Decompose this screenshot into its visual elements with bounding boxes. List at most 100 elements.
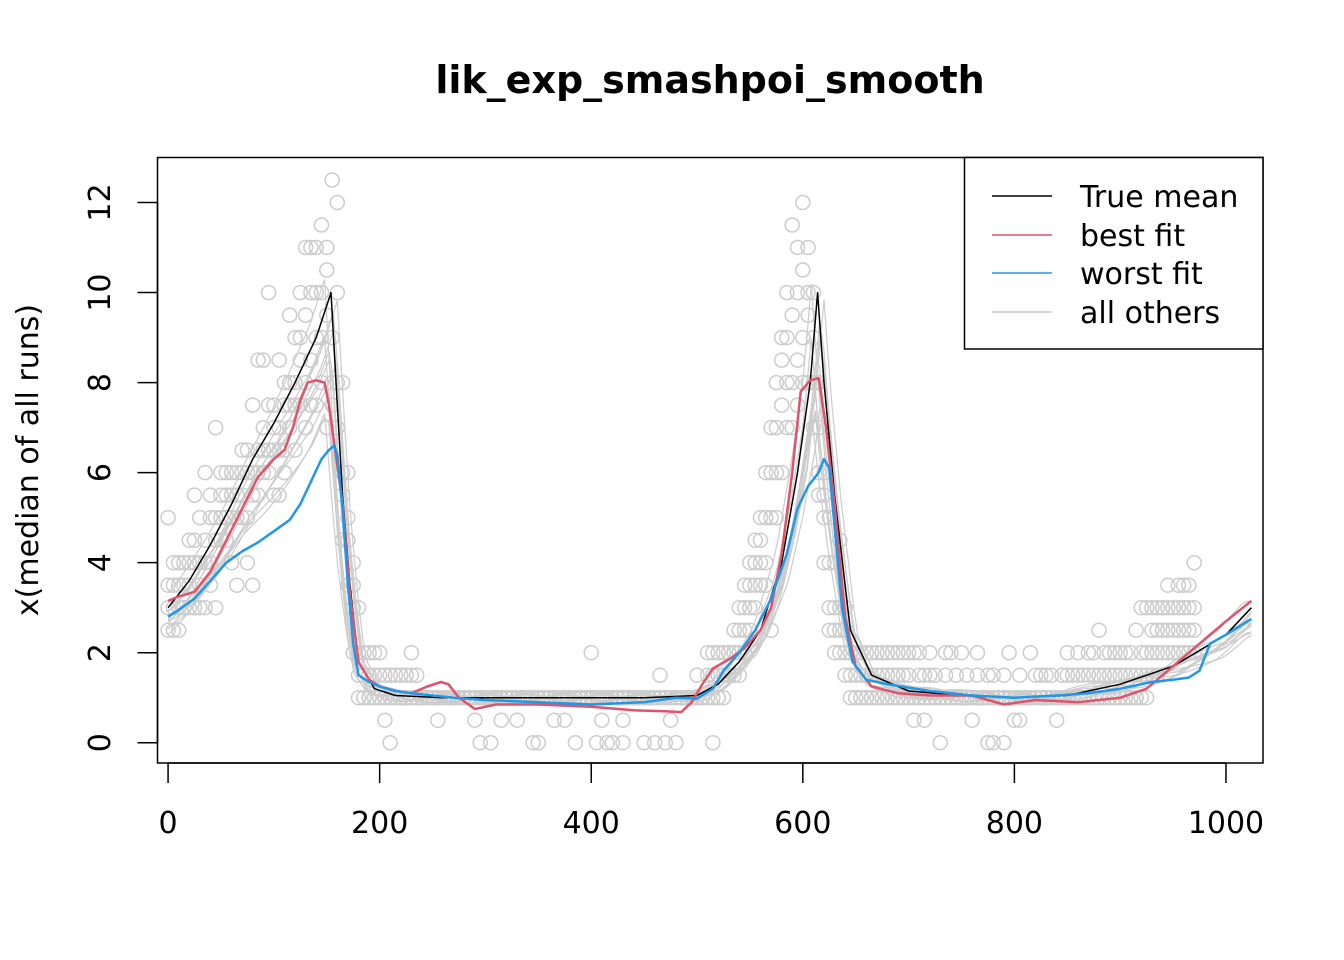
data-point — [985, 734, 1001, 751]
data-point — [869, 644, 885, 661]
data-point — [229, 509, 245, 526]
data-point — [895, 667, 912, 683]
data-point — [662, 712, 679, 728]
y-tick-label: 12 — [83, 183, 118, 221]
data-point — [869, 689, 885, 706]
data-point — [1138, 599, 1155, 616]
data-point — [636, 734, 652, 751]
data-point — [1038, 689, 1054, 706]
data-point — [890, 689, 906, 706]
data-point — [863, 667, 880, 683]
data-point — [795, 262, 811, 278]
data-point — [165, 622, 182, 638]
data-point — [1101, 667, 1118, 683]
y-tick-label: 8 — [83, 373, 118, 392]
data-point — [234, 442, 250, 458]
data-point — [271, 419, 287, 436]
data-point — [398, 667, 414, 683]
data-point — [281, 307, 298, 323]
data-point — [763, 509, 779, 526]
data-point — [1149, 644, 1165, 661]
data-point — [324, 329, 340, 346]
data-point — [768, 374, 785, 391]
data-point — [784, 419, 800, 436]
data-point — [853, 667, 869, 683]
true-mean-line — [167, 291, 1252, 699]
data-point — [763, 622, 779, 638]
data-point — [1144, 622, 1160, 638]
data-point — [689, 667, 705, 683]
data-point — [382, 734, 398, 751]
data-point — [1123, 644, 1139, 661]
data-point — [1133, 644, 1150, 661]
data-point — [366, 644, 383, 661]
data-point — [1096, 644, 1113, 661]
data-point — [1170, 599, 1187, 616]
data-point — [890, 644, 906, 661]
data-point — [773, 352, 790, 368]
data-point — [557, 712, 573, 728]
data-point — [276, 397, 293, 413]
data-point — [810, 464, 827, 481]
data-point — [821, 622, 838, 638]
data-point — [758, 464, 774, 481]
data-point — [1170, 622, 1187, 638]
data-point — [879, 644, 896, 661]
data-point — [276, 374, 293, 391]
data-point — [350, 689, 367, 706]
data-point — [1080, 667, 1097, 683]
data-point — [160, 577, 176, 593]
data-point — [292, 284, 309, 301]
data-point — [1144, 599, 1160, 616]
data-point — [218, 464, 235, 481]
data-point — [779, 329, 795, 346]
data-point — [668, 734, 684, 751]
data-point — [758, 577, 774, 593]
data-point — [779, 284, 795, 301]
data-point — [197, 599, 213, 616]
data-point — [287, 329, 303, 346]
data-point — [218, 532, 235, 548]
data-point — [758, 554, 774, 571]
data-point — [1186, 622, 1202, 638]
data-point — [308, 329, 324, 346]
data-point — [1128, 689, 1144, 706]
data-point — [170, 599, 187, 616]
data-point — [768, 464, 785, 481]
data-point — [747, 577, 763, 593]
data-point — [858, 689, 875, 706]
data-point — [308, 284, 324, 301]
y-tick-label: 6 — [83, 463, 118, 482]
data-point — [900, 644, 917, 661]
data-point — [1054, 667, 1070, 683]
data-point — [398, 689, 414, 706]
data-point — [1027, 667, 1044, 683]
data-point — [736, 599, 753, 616]
data-point — [371, 667, 388, 683]
data-point — [710, 644, 726, 661]
data-point — [229, 464, 245, 481]
data-point — [1043, 689, 1060, 706]
data-point — [1070, 689, 1086, 706]
data-point — [816, 509, 832, 526]
data-point — [1011, 712, 1028, 728]
data-point — [1170, 644, 1187, 661]
data-point — [403, 689, 420, 706]
y-axis-label: x(median of all runs) — [11, 304, 46, 616]
data-point — [1107, 667, 1123, 683]
x-tick-label: 200 — [351, 806, 408, 841]
data-point — [160, 622, 176, 638]
data-point — [170, 554, 187, 571]
data-point — [752, 577, 769, 593]
data-point — [953, 689, 970, 706]
data-point — [927, 667, 943, 683]
data-point — [863, 689, 880, 706]
data-point — [202, 487, 219, 503]
data-point — [795, 329, 811, 346]
data-point — [1186, 554, 1202, 571]
data-point — [308, 239, 324, 256]
data-point — [731, 644, 748, 661]
data-point — [319, 307, 335, 323]
best-fit-line — [167, 376, 1253, 714]
data-point — [763, 419, 779, 436]
